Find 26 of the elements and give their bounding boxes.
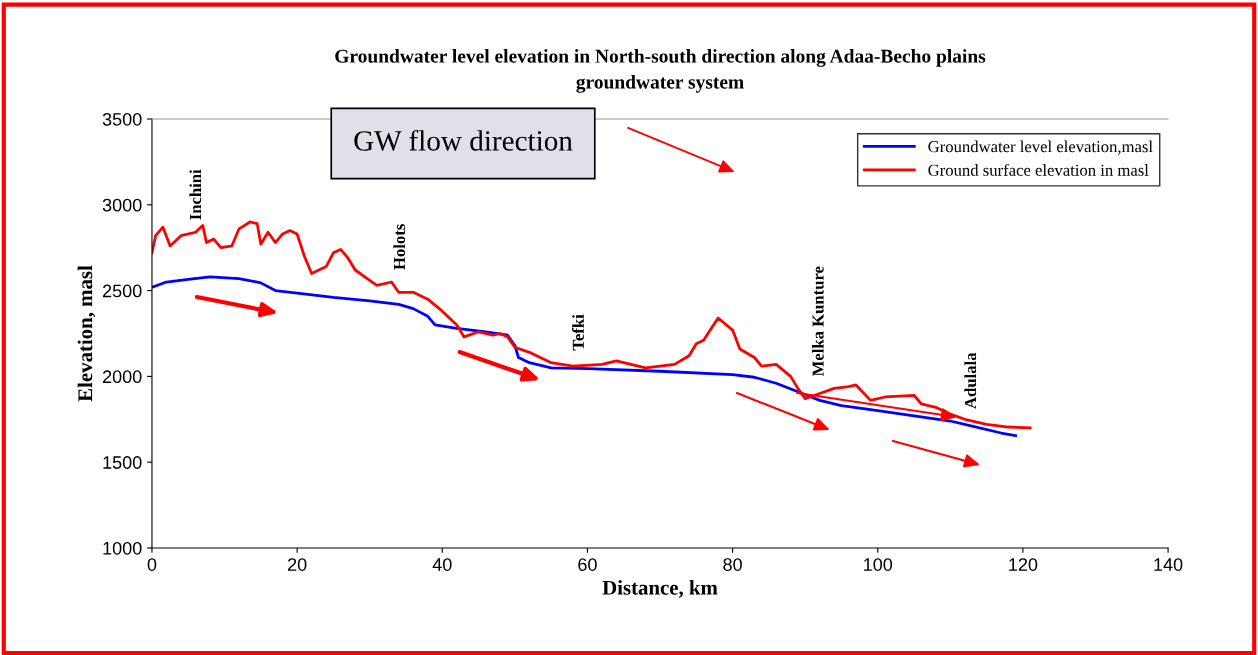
legend-label: Groundwater level elevation,masl <box>928 140 1153 155</box>
x-tick-label: 20 <box>287 558 307 571</box>
x-tick-label: 40 <box>432 558 452 571</box>
line-series <box>151 220 1032 430</box>
x-tick-label: 60 <box>578 558 597 571</box>
y-tick-label: 2500 <box>102 284 142 298</box>
y-axis-title: Elevation, masl <box>77 265 96 402</box>
x-tick-label: 100 <box>864 558 893 571</box>
x-tick-label: 80 <box>723 558 742 571</box>
x-tick-label: 120 <box>1009 558 1038 571</box>
y-tick-label: 3500 <box>102 112 142 126</box>
y-tick-label: 2000 <box>102 370 142 384</box>
annotation: GW flow direction <box>354 129 573 151</box>
y-tick-label: 3000 <box>102 198 142 212</box>
annotation: Inchini <box>189 169 202 220</box>
annotation: Tefki <box>572 314 584 351</box>
y-tick-label: 1000 <box>103 541 142 555</box>
legend-label: Ground surface elevation in masl <box>928 163 1149 176</box>
annotation: Holots <box>393 224 406 270</box>
annotation: Melka Kunture <box>811 266 824 377</box>
x-tick-label: 140 <box>1154 558 1183 571</box>
chart-title: Groundwater level elevation in North-south direction along Adaa-Becho plains groundwater system <box>335 49 986 93</box>
x-axis-title: Distance, km <box>602 580 718 598</box>
annotation: Adulala <box>964 352 977 409</box>
y-tick-label: 1500 <box>103 456 142 469</box>
x-tick-label: 0 <box>147 558 157 571</box>
